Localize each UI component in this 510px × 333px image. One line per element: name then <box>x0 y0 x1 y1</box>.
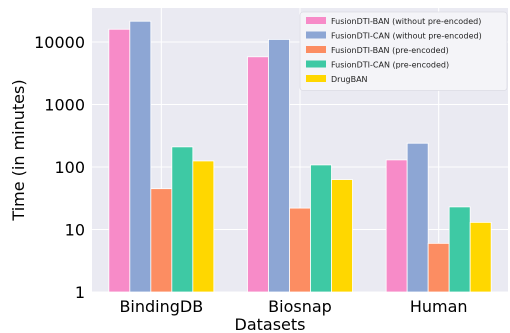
bar <box>268 39 290 293</box>
y-axis-label: Time (in minutes) <box>9 79 28 221</box>
x-tick-label: Human <box>410 297 468 316</box>
bar <box>406 142 429 293</box>
y-tick-label: 1000 <box>44 96 85 115</box>
legend-swatch <box>306 31 326 39</box>
legend-swatch <box>306 17 326 24</box>
bar <box>448 206 471 293</box>
legend-label: FusionDTI-BAN (pre-encoded) <box>331 46 449 55</box>
bar <box>129 20 152 293</box>
bar <box>310 164 332 293</box>
bar <box>331 179 353 293</box>
x-tick-label: BindingDB <box>119 297 203 316</box>
legend-swatch <box>306 60 326 68</box>
bar <box>469 221 492 293</box>
legend-label: DrugBAN <box>331 75 368 84</box>
bar <box>108 28 131 293</box>
legend-box <box>299 11 508 91</box>
legend-swatch <box>306 46 326 53</box>
y-tick-labels: 1 10 100 1000 10000 <box>34 33 85 302</box>
y-tick-label: 1 <box>75 283 85 302</box>
legend: FusionDTI-BAN (without pre-encoded) Fusio… <box>299 11 508 91</box>
bar <box>192 160 215 293</box>
legend-label: FusionDTI-CAN (pre-encoded) <box>331 61 449 70</box>
bar <box>427 242 450 293</box>
legend-label: FusionDTI-BAN (without pre-encoded) <box>331 17 481 26</box>
x-tick-labels: BindingDB Biosnap Human <box>119 297 467 316</box>
bar <box>247 56 269 293</box>
y-tick-label: 10 <box>65 221 85 240</box>
bars <box>108 20 492 293</box>
x-tick-label: Biosnap <box>268 297 332 316</box>
legend-swatch <box>306 75 326 82</box>
bar <box>171 146 194 293</box>
y-tick-label: 10000 <box>34 33 85 52</box>
bar <box>289 207 311 293</box>
bar <box>150 188 173 293</box>
legend-label: FusionDTI-CAN (without pre-encoded) <box>331 32 482 41</box>
bar <box>385 159 408 293</box>
y-tick-label: 100 <box>54 158 85 177</box>
x-axis-label: Datasets <box>235 315 306 333</box>
